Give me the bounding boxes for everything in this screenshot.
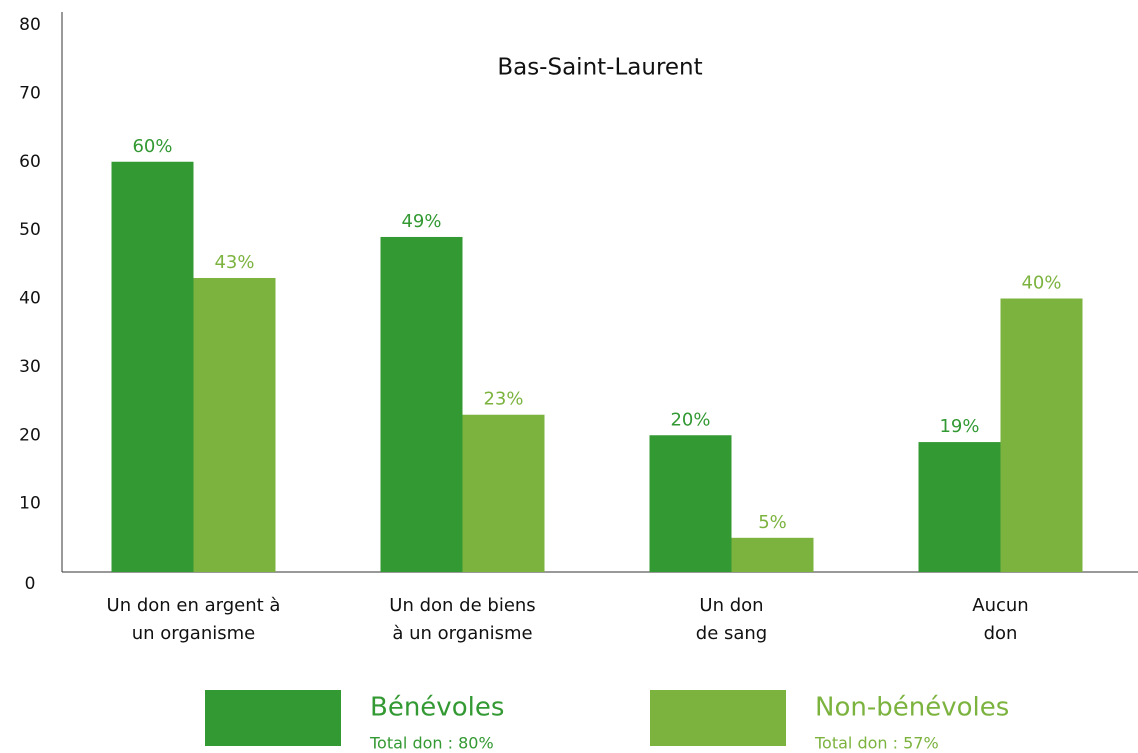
legend-note: Total don : 57% [814, 734, 939, 753]
legend-swatch [650, 690, 786, 746]
y-tick-label: 80 [19, 15, 41, 35]
value-label: 40% [1021, 273, 1061, 294]
bar [918, 442, 1001, 572]
legend-label: Non-bénévoles [815, 693, 1009, 723]
y-tick-label: 40 [19, 289, 41, 309]
legend-swatch [205, 690, 341, 746]
bar [111, 161, 194, 572]
x-tick-label: de sang [696, 623, 767, 644]
value-label: 23% [483, 389, 523, 410]
value-label: 43% [214, 252, 254, 273]
y-tick-label: 0 [25, 574, 36, 594]
bar [1000, 298, 1083, 572]
bar [462, 414, 545, 572]
x-tick-label: Un don [699, 595, 763, 616]
x-tick-label: Un don de biens [389, 595, 535, 616]
y-tick-label: 50 [19, 220, 41, 240]
x-tick-label: à un organisme [392, 623, 532, 644]
bar [731, 537, 814, 572]
bar [649, 435, 732, 572]
x-tick-label: don [984, 623, 1018, 644]
x-tick-label: Un don en argent à [107, 595, 281, 616]
value-label: 60% [132, 136, 172, 157]
value-label: 19% [939, 416, 979, 437]
chart-title: Bas-Saint-Laurent [497, 55, 702, 81]
value-label: 49% [401, 211, 441, 232]
value-label: 20% [670, 409, 710, 430]
x-tick-label: un organisme [132, 623, 256, 644]
y-tick-label: 20 [19, 425, 41, 445]
legend-note: Total don : 80% [369, 734, 494, 753]
bar [193, 277, 276, 572]
x-tick-label: Aucun [972, 595, 1028, 616]
y-tick-label: 70 [19, 83, 41, 103]
value-label: 5% [758, 512, 787, 533]
legend-label: Bénévoles [370, 693, 504, 723]
bar [380, 236, 463, 572]
y-tick-label: 10 [19, 494, 41, 514]
y-tick-label: 30 [19, 357, 41, 377]
y-tick-label: 60 [19, 152, 41, 172]
